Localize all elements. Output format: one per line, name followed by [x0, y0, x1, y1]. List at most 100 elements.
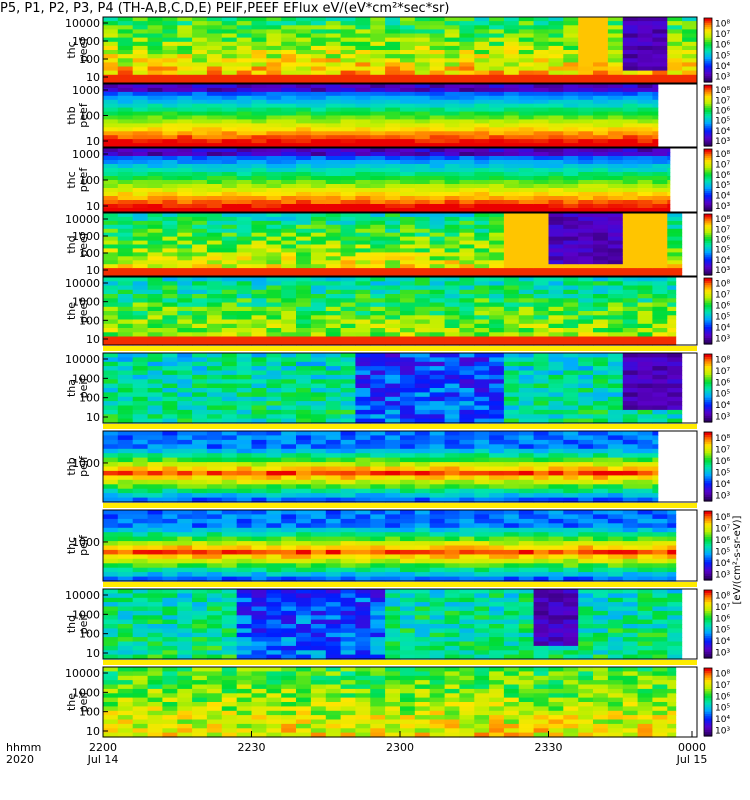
heatmap-cell	[667, 379, 683, 385]
heatmap-cell	[192, 361, 208, 367]
heatmap-cell	[103, 323, 119, 329]
heatmap-cell	[459, 107, 475, 113]
heatmap-cell	[503, 115, 520, 120]
heatmap-cell	[355, 192, 371, 197]
heatmap-cell	[192, 70, 208, 76]
heatmap-cell	[162, 409, 178, 415]
heatmap-cell	[281, 510, 297, 515]
heatmap-cell	[281, 444, 297, 450]
heatmap-cell	[459, 62, 475, 68]
heatmap-cell	[637, 107, 653, 113]
colorbar-step	[704, 60, 712, 64]
heatmap-cell	[340, 236, 356, 242]
heatmap-cell	[652, 220, 668, 226]
heatmap-cell	[325, 131, 342, 136]
heatmap-cell	[459, 414, 475, 420]
heatmap-cell	[162, 164, 178, 169]
heatmap-cell	[221, 95, 238, 101]
heatmap-cell	[518, 470, 535, 476]
colorbar-step	[704, 417, 712, 421]
heatmap-cell	[340, 336, 356, 342]
heatmap-cell	[385, 41, 401, 47]
heatmap-cell	[117, 139, 134, 144]
colorbar-tick-label: 10⁵	[715, 390, 730, 400]
colorbar-step	[704, 129, 712, 133]
heatmap-cell	[548, 21, 564, 26]
heatmap-cell	[296, 396, 312, 402]
heatmap-cell	[385, 302, 401, 308]
heatmap-cell	[103, 532, 119, 538]
heatmap-cell	[147, 216, 163, 222]
heatmap-cell	[355, 414, 371, 420]
heatmap-cell	[652, 479, 659, 485]
colorbar-tick-label: 10³	[715, 137, 730, 147]
heatmap-cell	[251, 84, 267, 89]
heatmap-cell	[251, 62, 267, 68]
heatmap-cell	[682, 41, 697, 47]
heatmap-cell	[489, 388, 505, 393]
heatmap-cell	[518, 311, 535, 316]
heatmap-cell	[400, 17, 416, 22]
heatmap-cell	[281, 160, 297, 165]
heatmap-cell	[117, 200, 134, 205]
heatmap-cell	[147, 192, 163, 197]
heatmap-cell	[414, 418, 431, 424]
heatmap-cell	[548, 453, 564, 459]
heatmap-cell	[296, 91, 312, 97]
heatmap-cell	[103, 484, 119, 490]
heatmap-cell	[103, 196, 119, 201]
heatmap-cell	[281, 111, 297, 117]
heatmap-cell	[474, 204, 490, 209]
heatmap-cell	[340, 66, 356, 72]
heatmap-cell	[548, 285, 564, 291]
heatmap-cell	[578, 289, 594, 295]
heatmap-cell	[177, 383, 193, 389]
heatmap-cell	[177, 298, 193, 304]
heatmap-cell	[429, 240, 446, 246]
heatmap-cell	[400, 78, 416, 84]
heatmap-cell	[429, 453, 446, 459]
heatmap-cell	[236, 240, 253, 246]
heatmap-cell	[652, 143, 659, 148]
heatmap-cell	[325, 143, 342, 148]
heatmap-cell	[266, 281, 282, 287]
heatmap-cell	[162, 37, 178, 43]
heatmap-cell	[281, 232, 297, 238]
heatmap-cell	[533, 33, 549, 39]
colorbar-step	[704, 410, 712, 414]
heatmap-cell	[325, 448, 342, 454]
heatmap-cell	[370, 554, 386, 560]
heatmap-cell	[370, 319, 386, 325]
heatmap-cell	[622, 475, 639, 481]
heatmap-cell	[474, 306, 490, 312]
colorbar-step	[704, 77, 712, 81]
heatmap-cell	[162, 374, 178, 380]
heatmap-cell	[251, 361, 267, 367]
heatmap-cell	[533, 135, 549, 140]
heatmap-cell	[147, 70, 163, 76]
heatmap-cell	[652, 119, 659, 124]
heatmap-cell	[206, 152, 223, 157]
heatmap-cell	[206, 208, 223, 213]
heatmap-cell	[162, 95, 178, 101]
heatmap-cell	[414, 488, 431, 494]
heatmap-cell	[622, 160, 639, 165]
heatmap-cell	[266, 268, 282, 273]
heatmap-cell	[429, 192, 446, 197]
colorbar-step	[704, 47, 712, 51]
heatmap-cell	[177, 497, 193, 503]
heatmap-cell	[385, 91, 401, 97]
heatmap-cell	[325, 294, 342, 299]
heatmap-cell	[533, 298, 549, 304]
heatmap-cell	[593, 493, 609, 499]
heatmap-cell	[414, 272, 431, 277]
heatmap-cell	[266, 143, 282, 148]
heatmap-cell	[607, 475, 624, 481]
heatmap-cell	[637, 302, 653, 308]
heatmap-cell	[622, 213, 639, 218]
colorbar-tick-label: 10⁷	[715, 161, 730, 171]
heatmap-cell	[400, 192, 416, 197]
heatmap-cell	[578, 306, 594, 312]
heatmap-cell	[132, 484, 149, 490]
heatmap-cell	[667, 294, 677, 299]
